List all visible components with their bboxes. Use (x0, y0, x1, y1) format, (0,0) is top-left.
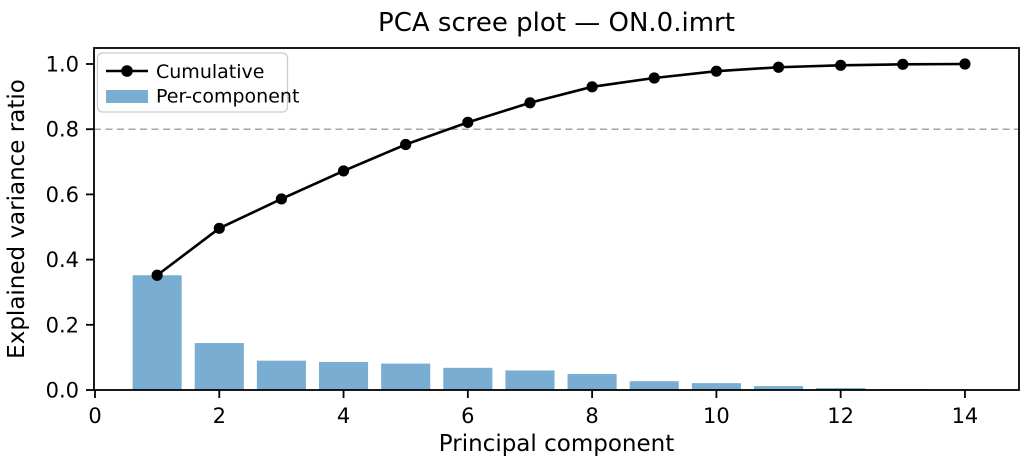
cumulative-data-point-marker (337, 165, 350, 177)
per-component-bar (505, 370, 555, 390)
legend-per-component-patch (106, 90, 148, 103)
cumulative-line (156, 62, 965, 277)
cumulative-data-point-marker (151, 269, 163, 281)
x-tick-label: 12 (827, 404, 854, 428)
cumulative-data-point-marker (710, 65, 722, 77)
per-component-bar (132, 275, 182, 390)
cumulative-data-point-marker (213, 222, 225, 234)
per-component-bar (194, 343, 244, 390)
per-component-bar (567, 374, 617, 390)
y-tick-label: 0.8 (46, 118, 79, 142)
per-component-bar (256, 360, 306, 390)
per-component-bar (753, 386, 804, 390)
legend-label-cumulative: Cumulative (156, 61, 264, 83)
legend-label-per-component: Per-component (156, 86, 299, 108)
x-axis-label: Principal component (439, 431, 674, 457)
chart-title: PCA scree plot — ON.0.imrt (378, 8, 735, 38)
y-axis-ticks-group: 0.0 0.2 0.4 0.6 0.8 1.0 (46, 53, 94, 403)
x-tick-label: 10 (703, 404, 730, 428)
cumulative-data-point-marker (586, 81, 598, 93)
per-component-bar (691, 383, 741, 390)
legend-cumulative-marker-icon (121, 65, 133, 77)
x-tick-label: 6 (461, 404, 474, 428)
y-axis-label: Explained variance ratio (4, 79, 30, 359)
cumulative-data-point-marker (897, 58, 909, 70)
x-tick-label: 2 (213, 404, 226, 428)
per-component-bar (816, 388, 866, 390)
y-tick-label: 0.4 (46, 248, 79, 272)
per-component-bar (443, 367, 493, 390)
x-tick-label: 8 (585, 404, 598, 428)
x-tick-label: 14 (952, 404, 979, 428)
per-component-bar (381, 363, 431, 390)
per-component-bars-group (132, 275, 990, 390)
cumulative-data-point-marker (772, 61, 785, 73)
legend: Cumulative Per-component (96, 52, 299, 113)
y-tick-label: 0.2 (46, 313, 79, 337)
cumulative-data-point-marker (524, 97, 536, 109)
y-tick-label: 0.0 (46, 379, 79, 403)
cumulative-data-point-marker (648, 72, 660, 84)
y-tick-label: 1.0 (46, 53, 79, 77)
cumulative-data-point-marker (835, 59, 847, 71)
x-tick-label: 4 (337, 404, 350, 428)
x-axis-ticks-group: 0 2 4 6 8 10 12 14 (88, 390, 978, 428)
per-component-bar (319, 361, 369, 390)
x-tick-label: 0 (88, 404, 101, 428)
per-component-bar (629, 381, 679, 390)
cumulative-data-point-marker (400, 138, 412, 151)
y-tick-label: 0.6 (46, 183, 79, 207)
plot-frame (93, 47, 1020, 391)
cumulative-data-point-marker (462, 116, 474, 128)
cumulative-line-group (151, 58, 971, 281)
cumulative-data-point-marker (275, 193, 288, 205)
cumulative-data-point-marker (959, 58, 971, 70)
